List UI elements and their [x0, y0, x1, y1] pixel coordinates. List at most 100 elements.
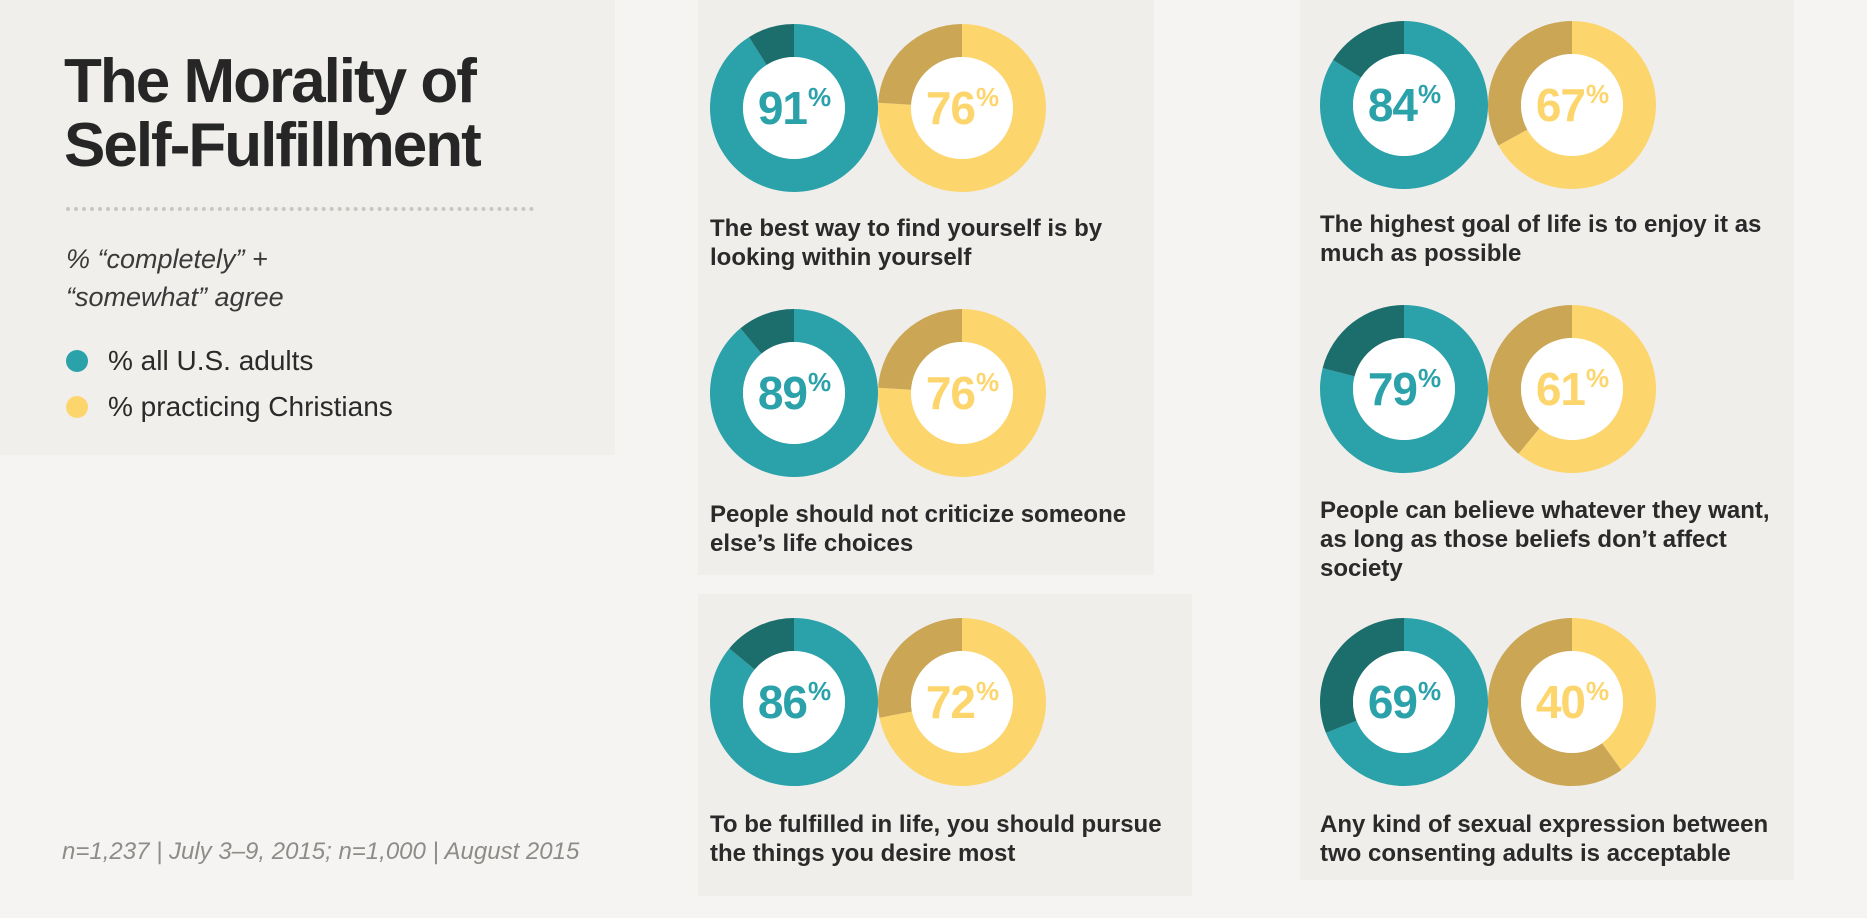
donut-svg: [710, 309, 878, 477]
data-label: 40%: [1488, 618, 1656, 786]
donut-segment-agree: [878, 24, 1046, 192]
donut-christians: 40%: [1488, 618, 1656, 786]
legend-marker-teal: [66, 350, 88, 372]
donut-svg: [1488, 305, 1656, 473]
header-panel: [0, 0, 615, 455]
donut-segment-remainder: [1488, 305, 1572, 454]
data-label-unit: %: [1586, 79, 1609, 109]
legend-label: % practicing Christians: [108, 391, 393, 422]
donut-segment-agree: [1572, 618, 1656, 770]
data-label: 69%: [1320, 618, 1488, 786]
donut-svg: [1488, 618, 1656, 786]
data-label: 67%: [1488, 21, 1656, 189]
donut-segment-agree: [1325, 618, 1488, 786]
donut-adults: 84%: [1320, 21, 1488, 189]
data-label-value: 91: [757, 82, 808, 134]
statement-label: The highest goal of life is to enjoy it …: [1320, 211, 1762, 267]
legend-item: % practicing Christians: [66, 384, 393, 430]
donut-adults: 91%: [710, 24, 878, 192]
data-label-unit: %: [1418, 363, 1441, 393]
donut-segment-remainder: [1488, 618, 1622, 786]
data-label: 91%: [710, 24, 878, 192]
data-label-unit: %: [976, 676, 999, 706]
donut-segment-agree: [710, 618, 878, 786]
donut-hole: [1521, 338, 1623, 440]
donut-hole: [743, 57, 845, 159]
data-label: 86%: [710, 618, 878, 786]
statement-label: People can believe whatever they want, a…: [1320, 497, 1770, 582]
donut-segment-remainder: [878, 618, 962, 718]
donut-segment-agree: [878, 309, 1046, 477]
statement-label: People should not criticize someone else…: [710, 501, 1127, 557]
donut-svg: [1320, 305, 1488, 473]
donut-christians: 72%: [878, 618, 1046, 786]
data-label-value: 67: [1535, 79, 1586, 131]
donut-hole: [911, 651, 1013, 753]
donut-segment-remainder: [1320, 618, 1404, 733]
data-label: 76%: [878, 309, 1046, 477]
donut-svg: [710, 24, 878, 192]
chart-subtitle: % “completely” + “somewhat” agree: [66, 244, 284, 312]
donut-christians: 76%: [878, 309, 1046, 477]
donut-segment-remainder: [878, 309, 962, 390]
donut-segment-remainder: [878, 24, 962, 105]
donut-segment-agree: [710, 309, 878, 477]
donut-segment-agree: [1498, 21, 1656, 189]
donut-hole: [1353, 651, 1455, 753]
data-label: 61%: [1488, 305, 1656, 473]
donut-segment-remainder: [1322, 305, 1404, 377]
donut-adults: 86%: [710, 618, 878, 786]
data-label-unit: %: [1586, 676, 1609, 706]
data-label: 84%: [1320, 21, 1488, 189]
data-label: 76%: [878, 24, 1046, 192]
donut-adults: 79%: [1320, 305, 1488, 473]
data-label-value: 40: [1535, 676, 1586, 728]
data-label: 79%: [1320, 305, 1488, 473]
data-label-unit: %: [808, 676, 831, 706]
donut-hole: [911, 342, 1013, 444]
donut-hole: [743, 342, 845, 444]
donut-svg: [1320, 21, 1488, 189]
data-label-unit: %: [976, 82, 999, 112]
legend-label: % all U.S. adults: [108, 345, 314, 376]
donut-svg: [878, 618, 1046, 786]
data-label-value: 86: [757, 676, 808, 728]
donut-segment-remainder: [740, 309, 794, 354]
donut-adults: 89%: [710, 309, 878, 477]
data-label-value: 61: [1535, 363, 1586, 415]
donut-segment-agree: [710, 24, 878, 192]
footnote: n=1,237 | July 3–9, 2015; n=1,000 | Augu…: [62, 838, 580, 865]
data-label: 89%: [710, 309, 878, 477]
data-label-unit: %: [808, 82, 831, 112]
data-label: 72%: [878, 618, 1046, 786]
data-label-unit: %: [1418, 79, 1441, 109]
data-label-value: 72: [925, 676, 976, 728]
donut-svg: [878, 309, 1046, 477]
data-label-value: 79: [1367, 363, 1418, 415]
donut-segment-remainder: [1333, 21, 1404, 78]
donut-segment-remainder: [748, 24, 794, 65]
data-label-value: 89: [757, 367, 808, 419]
legend-item: % all U.S. adults: [66, 338, 393, 384]
statement-label: Any kind of sexual expression between tw…: [1320, 811, 1769, 867]
donut-svg: [710, 618, 878, 786]
donut-segment-agree: [1320, 305, 1488, 473]
donut-christians: 61%: [1488, 305, 1656, 473]
donut-hole: [1521, 54, 1623, 156]
donut-segment-agree: [1320, 21, 1488, 189]
data-label-value: 76: [925, 82, 976, 134]
donut-svg: [1488, 21, 1656, 189]
chart-title-line: Self-Fulfillment: [64, 111, 482, 180]
donut-adults: 69%: [1320, 618, 1488, 786]
data-label-value: 76: [925, 367, 976, 419]
data-label-unit: %: [1586, 363, 1609, 393]
donut-hole: [1353, 338, 1455, 440]
statement-label: To be fulfilled in life, you should purs…: [710, 811, 1162, 867]
donut-hole: [1353, 54, 1455, 156]
data-label-value: 84: [1367, 79, 1418, 131]
donut-christians: 76%: [878, 24, 1046, 192]
data-label-unit: %: [976, 367, 999, 397]
donut-segment-agree: [879, 618, 1046, 786]
legend: % all U.S. adults % practicing Christian…: [66, 338, 393, 430]
donut-hole: [743, 651, 845, 753]
